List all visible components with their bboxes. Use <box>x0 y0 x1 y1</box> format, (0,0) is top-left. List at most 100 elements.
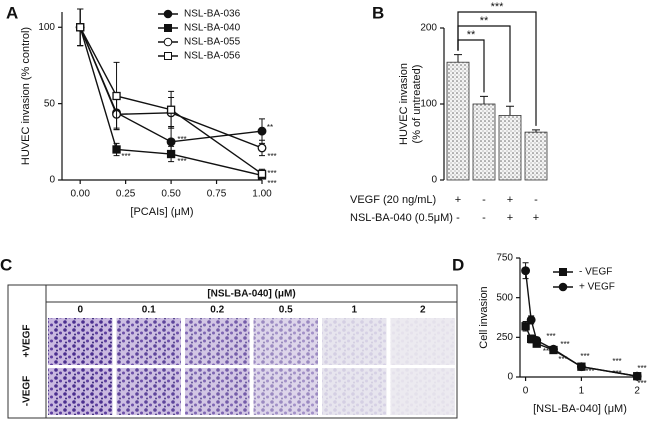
marker <box>532 336 542 345</box>
significance: *** <box>177 157 186 166</box>
significance: *** <box>612 357 621 366</box>
significance: *** <box>637 379 646 388</box>
column-label: 0.1 <box>142 305 156 316</box>
panel-label: C <box>0 255 12 274</box>
y-tick-label: 0 <box>507 372 513 383</box>
y-axis-label: Cell invasion <box>478 286 490 348</box>
significance: ** <box>267 123 273 132</box>
error-bar <box>532 129 540 133</box>
legend-marker <box>559 268 567 276</box>
x-axis-label: [PCAIs] (μM) <box>130 206 193 218</box>
column-label: 0.5 <box>279 305 293 316</box>
marker <box>166 105 176 114</box>
legend-marker <box>164 24 172 32</box>
legend-marker <box>558 282 568 292</box>
y-axis-label: (% of untreated) <box>411 65 423 144</box>
x-tick-label: 1 <box>579 386 585 397</box>
y-axis-label: HUVEC invasion (% control) <box>20 27 32 165</box>
micrograph-cells <box>253 368 318 415</box>
x-tick-label: 0.50 <box>161 189 181 200</box>
series-line <box>79 26 263 175</box>
legend-marker <box>163 37 173 47</box>
y-tick-label: 50 <box>44 98 56 109</box>
row-label: -VEGF <box>22 376 33 407</box>
bar <box>524 131 548 181</box>
y-tick-label: 750 <box>496 253 513 264</box>
error-bar <box>480 95 488 104</box>
significance: *** <box>560 340 569 349</box>
panel-label: D <box>452 255 464 274</box>
marker <box>526 315 536 325</box>
y-tick-label: 500 <box>496 292 513 303</box>
marker <box>257 169 267 179</box>
legend-marker <box>163 9 173 19</box>
micrograph-cells <box>185 318 250 365</box>
bracket <box>457 11 537 126</box>
significance: *** <box>491 1 505 13</box>
significance: *** <box>177 135 186 144</box>
treatment-sign: + <box>507 194 513 206</box>
legend-label: NSL-BA-036 <box>184 9 241 20</box>
treatment-label: VEGF (20 ng/mL) <box>350 194 436 206</box>
marker <box>521 322 530 331</box>
marker <box>632 371 642 381</box>
series-line <box>79 27 263 177</box>
column-label: 0.2 <box>210 305 224 316</box>
marker <box>166 149 176 159</box>
y-axis-label: HUVEC invasion <box>398 63 410 145</box>
treatment-sign: - <box>534 194 538 206</box>
significance: *** <box>267 152 276 161</box>
micrograph-cells <box>48 318 113 365</box>
marker <box>76 23 85 32</box>
x-tick-label: 0 <box>523 386 529 397</box>
bar <box>446 61 470 181</box>
legend-label: - VEGF <box>579 267 612 278</box>
significance: ** <box>467 29 476 41</box>
treatment-sign: + <box>455 194 461 206</box>
significance: *** <box>267 179 276 188</box>
significance: *** <box>121 152 130 161</box>
y-tick-label: 100 <box>420 99 437 110</box>
column-label: 1 <box>351 305 357 316</box>
micrograph-cells <box>390 368 455 415</box>
marker <box>521 266 531 276</box>
treatment-sign: + <box>507 212 513 224</box>
marker <box>166 137 176 147</box>
treatment-sign: + <box>533 212 539 224</box>
x-tick-label: 1.00 <box>252 189 272 200</box>
legend-marker <box>164 52 172 60</box>
treatment-label: NSL-BA-040 (0.5μM) <box>350 212 453 224</box>
significance: *** <box>546 332 555 341</box>
legend-label: NSL-BA-055 <box>184 37 241 48</box>
panel-label: A <box>6 3 18 22</box>
bar <box>472 103 496 181</box>
y-tick-label: 200 <box>420 23 437 34</box>
grid-header: [NSL-BA-040] (μM) <box>207 289 295 300</box>
x-tick-label: 0.00 <box>70 189 90 200</box>
micrograph-cells <box>185 368 250 415</box>
marker <box>112 91 121 101</box>
significance: *** <box>637 364 646 373</box>
marker <box>576 362 586 372</box>
significance: *** <box>267 169 276 178</box>
micrograph-cells <box>48 368 113 415</box>
micrograph-cells <box>253 318 318 365</box>
x-tick-label: 0.25 <box>116 189 136 200</box>
bar <box>498 115 522 181</box>
marker <box>549 344 558 354</box>
significance: *** <box>558 355 567 364</box>
micrograph-cells <box>322 368 387 415</box>
significance: *** <box>612 369 621 378</box>
series-line <box>524 270 638 377</box>
micrograph-cells <box>116 368 181 415</box>
marker <box>257 143 267 153</box>
row-label: +VEGF <box>22 324 33 357</box>
error-bar <box>454 54 462 63</box>
treatment-sign: - <box>482 212 486 224</box>
treatment-sign: - <box>456 212 460 224</box>
marker <box>257 126 267 136</box>
column-label: 0 <box>77 305 83 316</box>
error-bar <box>506 105 514 116</box>
legend-label: + VEGF <box>579 282 615 293</box>
